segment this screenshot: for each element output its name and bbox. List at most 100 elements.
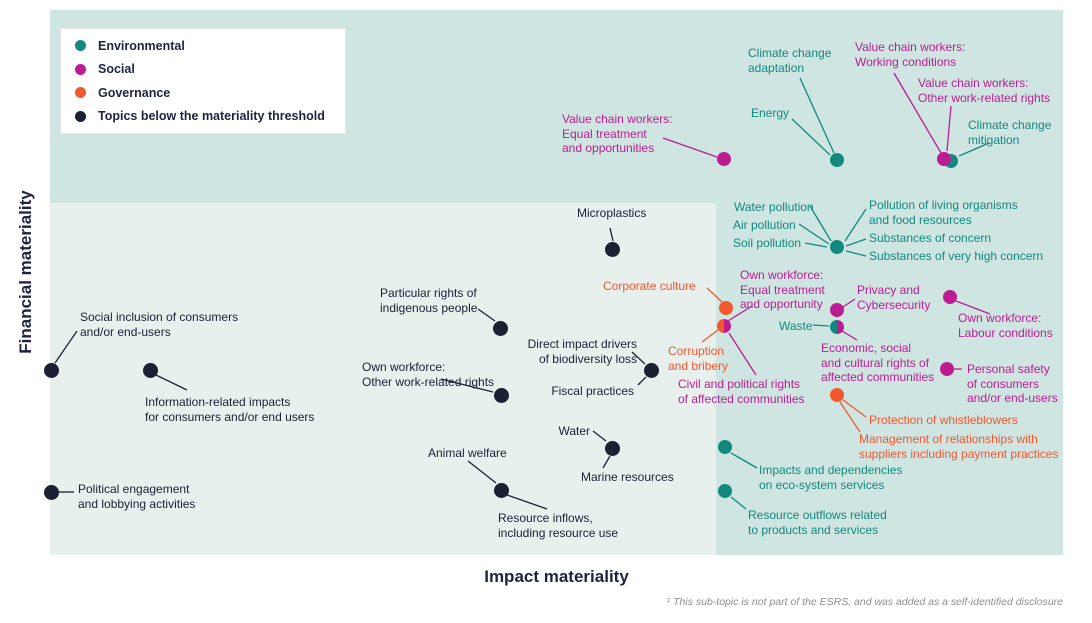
label-line: of consumers <box>967 376 1040 391</box>
label-line: to products and services <box>748 522 879 537</box>
label-line: Social inclusion of consumers <box>80 310 239 324</box>
label-line: Economic, social <box>821 341 912 355</box>
label-line: for consumers and/or end users <box>145 409 315 424</box>
label-line: Information-related impacts <box>145 395 291 409</box>
label-line: Waste <box>779 319 813 333</box>
label-line: and/or end-users <box>80 324 171 339</box>
leader-line <box>155 374 188 391</box>
label-line: and cultural rights of <box>821 355 930 370</box>
marker-value-chain-workers-equal-treatment <box>717 152 731 166</box>
label-line: Working conditions <box>855 54 957 69</box>
label-line: Substances of very high concern <box>869 249 1044 263</box>
label-line: Water pollution <box>734 200 814 214</box>
marker-water-marine <box>604 440 620 456</box>
leader-line <box>958 142 990 157</box>
leader-line <box>662 137 718 158</box>
label-line: Resource outflows related <box>748 508 887 522</box>
label-water-pollution: Water pollution <box>734 200 814 215</box>
label-line: and opportunities <box>562 141 655 155</box>
marker-personal-safety <box>940 362 954 376</box>
label-energy: Energy <box>751 106 789 121</box>
legend-item-governance: Governance <box>75 86 345 100</box>
marker-microplastics <box>604 241 620 257</box>
label-impacts-ecosystem: Impacts and dependencies on eco-system se… <box>759 463 902 492</box>
label-line: including resource use <box>498 525 619 540</box>
leader-line <box>637 376 647 386</box>
leader-line <box>506 494 548 510</box>
marker-whistleblowers-suppliers <box>830 388 844 402</box>
label-particular-rights-indigenous: Particular rights of indigenous people <box>380 286 477 315</box>
label-line: and opportunity <box>740 297 823 311</box>
leader-line <box>730 496 747 510</box>
label-value-chain-workers-working: Value chain workers: Working conditions <box>855 40 966 69</box>
label-line: Marine resources <box>581 470 674 484</box>
plot-region-below-threshold <box>50 203 716 555</box>
leader-line <box>798 223 830 245</box>
label-animal-welfare: Animal welfare <box>428 446 507 461</box>
label-climate-change-adaptation: Climate change adaptation <box>748 46 831 75</box>
label-line: Air pollution <box>733 218 796 232</box>
marker-labour-conditions <box>943 290 957 304</box>
label-line: and/or end-users <box>967 391 1058 405</box>
label-line: Substances of concern <box>869 231 992 245</box>
label-line: Animal welfare <box>428 446 507 460</box>
label-own-workforce-other: Own workforce: Other work-related rights <box>362 360 494 389</box>
x-axis-label: Impact materiality <box>484 567 629 586</box>
label-direct-impact-biodiversity: Direct impact drivers of biodiversity los… <box>528 337 637 366</box>
leader-line <box>841 330 858 341</box>
label-line: mitigation <box>968 132 1020 147</box>
label-line: Corruption <box>668 344 725 358</box>
label-line: Protection of whistleblowers <box>869 413 1018 427</box>
label-line: Own workforce: <box>958 311 1042 325</box>
legend-item-topics: Topics below the materiality threshold <box>75 109 345 123</box>
marker-information-impacts <box>142 362 158 378</box>
marker-energy-climate-adaptation <box>830 153 844 167</box>
leader-line <box>592 430 607 442</box>
leader-line <box>791 118 831 156</box>
label-economic-social-cultural: Economic, social and cultural rights of af… <box>821 341 934 385</box>
label-line: affected communities <box>821 370 935 384</box>
label-line: Equal treatment <box>562 126 647 141</box>
label-line: of affected communities <box>678 391 805 406</box>
leader-line <box>812 324 830 327</box>
label-line: Privacy and <box>857 283 920 297</box>
label-line: Impacts and dependencies <box>759 463 903 477</box>
label-line: and lobbying activities <box>78 496 196 511</box>
label-line: Other work-related rights <box>362 374 495 389</box>
label-line: Direct impact drivers <box>527 337 637 351</box>
legend-dot-environmental-icon <box>75 40 86 52</box>
leader-line <box>727 305 753 322</box>
label-soil-pollution: Soil pollution <box>733 236 801 251</box>
leader-line <box>54 330 78 364</box>
label-resource-inflows: Resource inflows, including resource use <box>498 511 618 540</box>
label-line: Own workforce: <box>740 268 824 282</box>
label-line: Value chain workers: <box>562 112 673 126</box>
leader-line <box>609 227 614 242</box>
label-own-workforce-labour: Own workforce: Labour conditions <box>958 311 1053 340</box>
marker-social-inclusion <box>43 362 59 378</box>
leader-line <box>467 460 497 484</box>
leader-line <box>799 77 835 154</box>
label-line: Soil pollution <box>733 236 802 250</box>
leader-line <box>893 72 942 154</box>
label-information-impacts: Information-related impacts for consumers… <box>145 395 314 424</box>
leader-line <box>701 329 719 343</box>
legend-label: Social <box>98 62 135 77</box>
label-line: of biodiversity loss <box>538 351 637 366</box>
label-line: on eco-system services <box>759 477 885 492</box>
label-corruption-bribery: Corruption and bribery <box>668 344 728 373</box>
label-line: suppliers including payment practices <box>859 446 1059 461</box>
label-substances-very-high-concern: Substances of very high concern <box>869 249 1043 264</box>
label-value-chain-workers-equal: Value chain workers: Equal treatment and o… <box>562 112 673 156</box>
legend-label: Environmental <box>98 38 185 53</box>
label-line: Climate change <box>748 46 832 60</box>
marker-corporate-culture <box>719 301 733 315</box>
label-fiscal-practices: Fiscal practices <box>551 384 634 399</box>
label-line: Other work-related rights <box>918 90 1051 105</box>
label-waste: Waste <box>779 319 813 334</box>
leader-line <box>728 332 757 376</box>
label-civil-political-rights: Civil and political rights of affected co… <box>678 377 805 406</box>
label-line: Particular rights of <box>380 286 477 300</box>
leader-line <box>477 308 496 322</box>
